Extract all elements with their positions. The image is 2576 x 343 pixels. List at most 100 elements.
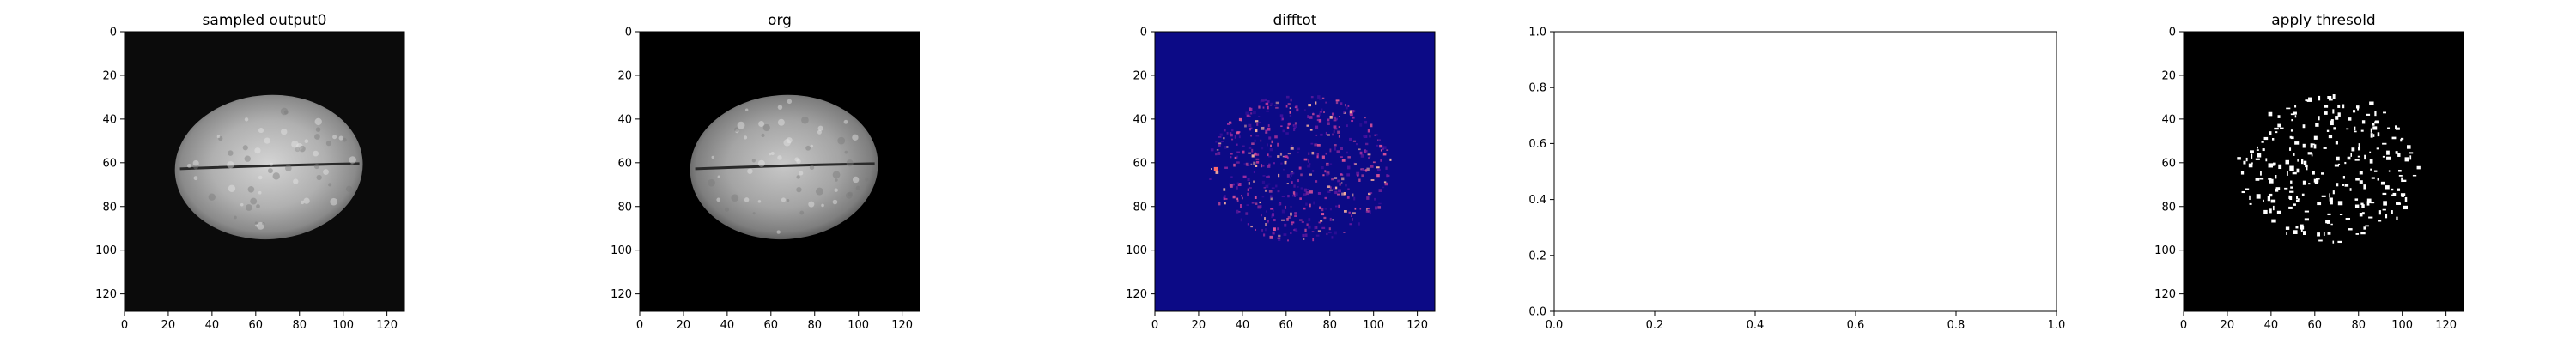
brain-texture-spot bbox=[757, 200, 762, 203]
mask-blob bbox=[2377, 178, 2379, 181]
brain-texture-spot bbox=[834, 188, 838, 192]
brain-texture-spot bbox=[315, 127, 321, 132]
mask-blob bbox=[2290, 186, 2293, 189]
mask-blob bbox=[2330, 223, 2333, 226]
diff-speck bbox=[1282, 168, 1285, 171]
mask-blob bbox=[2255, 178, 2260, 181]
mask-blob bbox=[2401, 194, 2404, 197]
diff-speck bbox=[1317, 230, 1321, 232]
diff-speck bbox=[1224, 202, 1226, 205]
brain-texture-spot bbox=[724, 207, 730, 212]
diff-speck bbox=[1309, 163, 1311, 166]
diff-speck bbox=[1317, 95, 1321, 99]
brain-texture-spot bbox=[255, 224, 258, 227]
diff-speck bbox=[1382, 146, 1387, 149]
diff-speck bbox=[1349, 223, 1352, 226]
diff-speck bbox=[1346, 124, 1348, 128]
mask-blob bbox=[2240, 171, 2245, 175]
mask-blob bbox=[2303, 231, 2306, 236]
mask-blob bbox=[2268, 193, 2273, 197]
diff-speck bbox=[1271, 187, 1275, 190]
brain-texture-spot bbox=[247, 185, 255, 193]
brain-texture-spot bbox=[776, 230, 781, 234]
mask-blob bbox=[2359, 212, 2363, 217]
diff-speck bbox=[1236, 182, 1239, 184]
mask-blob bbox=[2360, 129, 2364, 132]
diff-speck bbox=[1296, 108, 1299, 112]
diff-speck bbox=[1333, 129, 1335, 134]
diff-speck bbox=[1223, 188, 1226, 191]
diff-speck bbox=[1260, 100, 1262, 104]
diff-speck bbox=[1251, 148, 1254, 153]
diff-speck bbox=[1322, 174, 1325, 177]
mask-blob bbox=[2324, 105, 2329, 108]
panel-1: sampled output0 0 20 40 60 80 100 120 0 20 40 60 80 1… bbox=[95, 12, 405, 332]
diff-speck bbox=[1340, 147, 1344, 151]
diff-speck bbox=[1282, 155, 1285, 158]
diff-speck bbox=[1261, 196, 1265, 198]
mask-blob bbox=[2317, 202, 2322, 206]
brain-texture-spot bbox=[777, 155, 782, 160]
panel-title: apply thresold bbox=[2271, 12, 2375, 29]
diff-speck bbox=[1308, 159, 1309, 163]
diff-speck bbox=[1253, 161, 1256, 165]
diff-speck bbox=[1377, 206, 1382, 209]
mask-blob bbox=[2286, 107, 2291, 110]
diff-speck bbox=[1265, 184, 1269, 188]
x-tick-label: 60 bbox=[2308, 319, 2323, 332]
y-tick-label: 0.4 bbox=[1528, 194, 1546, 207]
diff-speck bbox=[1216, 149, 1219, 151]
mask-blob bbox=[2369, 159, 2373, 164]
y-tick-label: 60 bbox=[102, 157, 117, 170]
diff-speck bbox=[1335, 99, 1340, 102]
mask-blob bbox=[2404, 157, 2409, 162]
mask-blob bbox=[2355, 232, 2360, 235]
mask-blob bbox=[2256, 149, 2259, 151]
brain-texture-spot bbox=[300, 200, 305, 205]
diff-speck bbox=[1348, 211, 1351, 214]
x-tick-label: 0 bbox=[1151, 319, 1158, 332]
mask-blob bbox=[2370, 128, 2372, 133]
diff-speck bbox=[1272, 213, 1275, 217]
mask-blob bbox=[2370, 168, 2372, 171]
mask-blob bbox=[2274, 127, 2279, 130]
axes-frame bbox=[639, 31, 920, 312]
diff-speck bbox=[1253, 171, 1255, 174]
diff-speck bbox=[1318, 221, 1321, 224]
mask-blob bbox=[2308, 183, 2311, 185]
mask-blob bbox=[2403, 205, 2408, 210]
brain-texture-spot bbox=[817, 129, 822, 135]
mask-blob bbox=[2354, 204, 2360, 208]
diff-speck bbox=[1337, 130, 1340, 134]
mask-blob bbox=[2409, 155, 2412, 160]
brain-texture-spot bbox=[234, 215, 237, 220]
diff-speck bbox=[1211, 168, 1212, 170]
diff-speck bbox=[1290, 172, 1291, 176]
diff-speck bbox=[1286, 126, 1290, 129]
diff-speck bbox=[1370, 165, 1374, 168]
diff-speck bbox=[1243, 163, 1247, 165]
diff-speck bbox=[1325, 131, 1327, 135]
diff-speck bbox=[1266, 210, 1267, 213]
diff-speck bbox=[1294, 212, 1297, 215]
diff-speck bbox=[1268, 136, 1272, 140]
diff-speck bbox=[1271, 140, 1273, 144]
brain-texture-spot bbox=[254, 147, 261, 154]
mask-blob bbox=[2237, 157, 2241, 160]
mask-blob bbox=[2344, 184, 2349, 187]
brain-texture-spot bbox=[852, 176, 860, 184]
diff-speck bbox=[1338, 116, 1340, 118]
brain-texture-spot bbox=[283, 110, 289, 115]
brain-texture-spot bbox=[751, 159, 756, 163]
diff-speck bbox=[1374, 206, 1377, 210]
brain-texture-spot bbox=[270, 162, 274, 166]
mask-blob bbox=[2318, 95, 2321, 101]
mask-blob bbox=[2248, 163, 2253, 168]
brain-texture-spot bbox=[254, 221, 258, 225]
diff-speck bbox=[1238, 210, 1241, 213]
mask-blob bbox=[2305, 99, 2308, 102]
mask-blob bbox=[2332, 109, 2335, 114]
diff-speck bbox=[1312, 170, 1315, 172]
mask-blob bbox=[2360, 232, 2366, 235]
diff-speck bbox=[1334, 186, 1338, 190]
